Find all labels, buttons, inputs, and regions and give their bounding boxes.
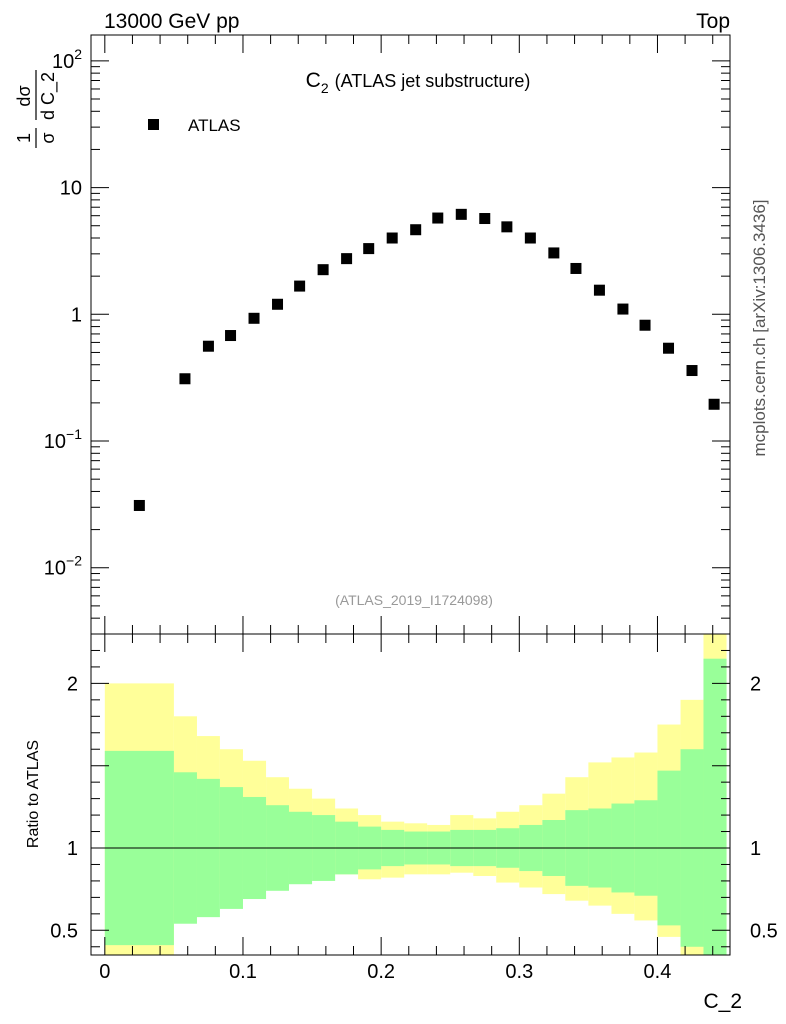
legend-marker: [148, 119, 159, 130]
main-points: [133, 208, 720, 511]
main-frame: [90, 34, 731, 635]
data-point: [202, 340, 214, 352]
main-ytick-label: 1: [71, 304, 82, 326]
data-point: [432, 212, 444, 224]
ratio-ytick-label: 0.5: [50, 920, 78, 942]
main-panel: C2 (ATLAS jet substructure) ATLAS (ATLAS_…: [14, 34, 731, 635]
analysis-id: (ATLAS_2019_I1724098): [335, 592, 493, 608]
data-point: [317, 264, 329, 276]
ratio-ytick-label: 1: [67, 838, 78, 860]
data-point: [479, 213, 491, 225]
data-point: [524, 232, 536, 244]
main-ylabel: 1 σ dσ d C_2: [14, 70, 59, 148]
data-point: [663, 342, 675, 354]
ratio-panel: 0.5 0.51 12 2 0 0.1 0.2 0.3 0.4 Ratio to ATLAS …: [25, 633, 778, 1013]
data-point: [686, 365, 698, 377]
energy-label: 13000 GeV pp: [104, 10, 239, 33]
ylabel-frac2-num: dσ: [14, 85, 34, 106]
ylabel-frac1-den: σ: [38, 132, 58, 143]
main-yticks: 10−2 10−1 1 10 102: [44, 35, 730, 635]
data-point: [248, 312, 260, 324]
data-point: [225, 330, 237, 342]
ratio-bands: [104, 634, 727, 955]
data-point: [548, 247, 560, 259]
xtick-label: 0.1: [229, 961, 257, 983]
data-point: [341, 253, 353, 265]
side-watermark: mcplots.cern.ch [arXiv:1306.3436]: [750, 199, 769, 456]
data-point: [294, 280, 306, 292]
xtick-label: 0.3: [505, 961, 533, 983]
data-point: [363, 243, 375, 255]
ratio-ytick-label-right: 1: [750, 838, 761, 860]
ylabel-frac1-num: 1: [14, 133, 34, 143]
data-point: [455, 208, 467, 220]
legend: ATLAS: [148, 116, 241, 135]
ylabel-frac2-den: d C_2: [38, 72, 59, 120]
xtick-label: 0.2: [367, 961, 395, 983]
data-point: [501, 221, 513, 233]
data-point: [570, 262, 582, 274]
main-title: C2 (ATLAS jet substructure): [306, 69, 531, 96]
data-point: [272, 298, 284, 310]
ratio-frame: [90, 633, 731, 956]
ratio-ytick-label-right: 0.5: [750, 920, 778, 942]
ratio-yticks: 0.5 0.5 1 1 2 2: [50, 649, 778, 948]
main-ytick-label: 10−1: [44, 426, 82, 453]
data-point: [593, 284, 605, 296]
data-point: [639, 319, 651, 331]
data-point: [708, 398, 720, 410]
main-ytick-label: 10−2: [44, 553, 82, 580]
ratio-ylabel: Ratio to ATLAS: [25, 740, 42, 848]
data-point: [179, 373, 191, 385]
legend-label: ATLAS: [188, 116, 241, 135]
stat-band-bin: [703, 658, 727, 955]
main-ytick-label: 10: [60, 178, 82, 200]
x-axis-label: C_2: [703, 990, 742, 1013]
main-ytick-label: 102: [52, 46, 82, 73]
data-point: [410, 224, 422, 236]
ratio-ytick-label: 2: [67, 673, 78, 695]
xtick-label: 0: [99, 961, 110, 983]
xtick-label: 0.4: [644, 961, 672, 983]
data-point: [133, 499, 145, 511]
ratio-ytick-label-right: 2: [750, 673, 761, 695]
data-point: [617, 303, 629, 315]
process-label: Top: [696, 10, 730, 33]
data-point: [386, 232, 398, 244]
ratio-xticks: 0 0.1 0.2 0.3 0.4: [99, 634, 714, 983]
